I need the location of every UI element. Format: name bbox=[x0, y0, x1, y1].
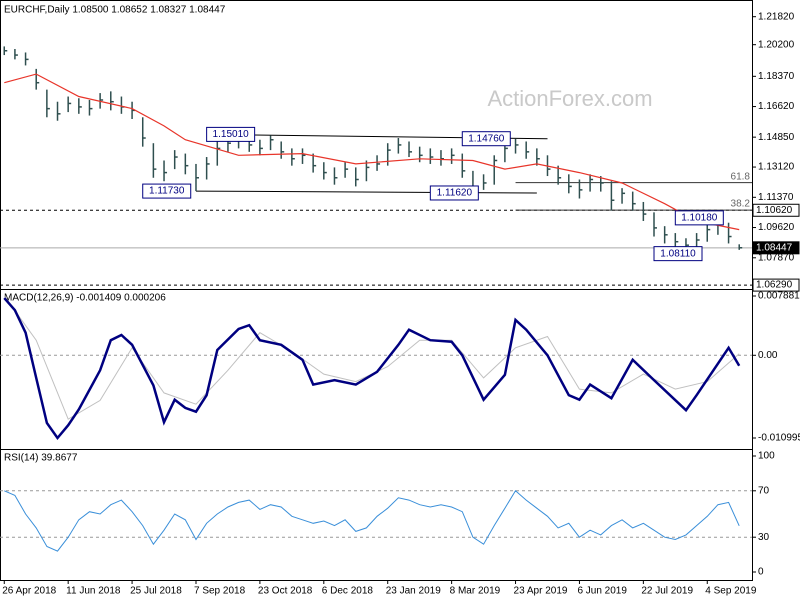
y-tick-label: -0.010995 bbox=[758, 433, 800, 444]
y-tick-label: 1.14850 bbox=[758, 132, 795, 143]
x-tick-label: 8 Mar 2019 bbox=[450, 586, 501, 597]
annotation-box bbox=[429, 185, 479, 201]
level-box bbox=[752, 203, 800, 217]
x-tick-label: 22 Jul 2019 bbox=[641, 586, 693, 597]
annotation-box bbox=[461, 131, 511, 147]
fib-label: 38.2 bbox=[731, 199, 751, 210]
y-tick-label: 1.21820 bbox=[758, 11, 795, 22]
x-tick-label: 23 Apr 2019 bbox=[514, 586, 568, 597]
y-tick-label: 70 bbox=[758, 485, 770, 496]
x-tick-label: 6 Dec 2018 bbox=[322, 586, 374, 597]
level-label: 1.10620 bbox=[756, 205, 793, 216]
y-tick-label: 30 bbox=[758, 532, 770, 543]
panel-title: MACD(12,26,9) -0.001409 0.000206 bbox=[4, 293, 166, 304]
annotation-box bbox=[206, 126, 256, 142]
x-tick-label: 26 Apr 2018 bbox=[2, 586, 56, 597]
y-tick-label: 1.11370 bbox=[758, 192, 794, 203]
annotation-box bbox=[674, 210, 724, 226]
y-tick-label: 1.07870 bbox=[758, 252, 795, 263]
moving-average bbox=[4, 73, 740, 231]
indicator-line bbox=[4, 490, 740, 552]
y-tick-label: 1.13120 bbox=[758, 162, 795, 173]
x-tick-label: 23 Oct 2018 bbox=[258, 586, 313, 597]
y-tick-label: 100 bbox=[758, 451, 775, 462]
level-box bbox=[752, 278, 800, 292]
y-tick-label: 0 bbox=[758, 567, 764, 578]
trend-line bbox=[195, 190, 537, 194]
chart-title: EURCHF,Daily 1.08500 1.08652 1.08327 1.0… bbox=[4, 5, 226, 16]
panel-title: RSI(14) 39.8677 bbox=[4, 453, 78, 464]
watermark: ActionForex.com bbox=[487, 86, 652, 111]
x-tick-label: 11 Jun 2018 bbox=[66, 586, 121, 597]
indicator-line bbox=[3, 297, 741, 441]
y-tick-label: 1.20200 bbox=[758, 39, 795, 50]
annotation-label: 1.11730 bbox=[149, 186, 185, 197]
level-box bbox=[752, 241, 800, 255]
annotation-label: 1.15010 bbox=[213, 129, 250, 140]
level-label: 1.06290 bbox=[756, 280, 793, 291]
y-tick-label: 0.007881 bbox=[758, 291, 800, 302]
x-tick-label: 6 Jun 2019 bbox=[577, 586, 627, 597]
x-tick-label: 25 Jul 2018 bbox=[130, 586, 182, 597]
fib-label: 61.8 bbox=[731, 171, 751, 182]
y-tick-label: 1.18370 bbox=[758, 71, 795, 82]
annotation-label: 1.14760 bbox=[468, 133, 505, 144]
annotation-label: 1.11620 bbox=[437, 188, 473, 199]
y-tick-label: 1.09620 bbox=[758, 222, 795, 233]
y-tick-label: 0.00 bbox=[758, 350, 778, 361]
x-tick-label: 7 Sep 2018 bbox=[194, 586, 246, 597]
annotation-label: 1.08110 bbox=[660, 248, 696, 259]
y-tick-label: 1.16620 bbox=[758, 101, 795, 112]
annotation-label: 1.10180 bbox=[681, 213, 718, 224]
x-tick-label: 4 Sep 2019 bbox=[705, 586, 757, 597]
x-tick-label: 23 Jan 2019 bbox=[386, 586, 441, 597]
annotation-box bbox=[142, 183, 192, 199]
annotation-box bbox=[653, 246, 703, 262]
level-label: 1.08447 bbox=[756, 242, 793, 253]
